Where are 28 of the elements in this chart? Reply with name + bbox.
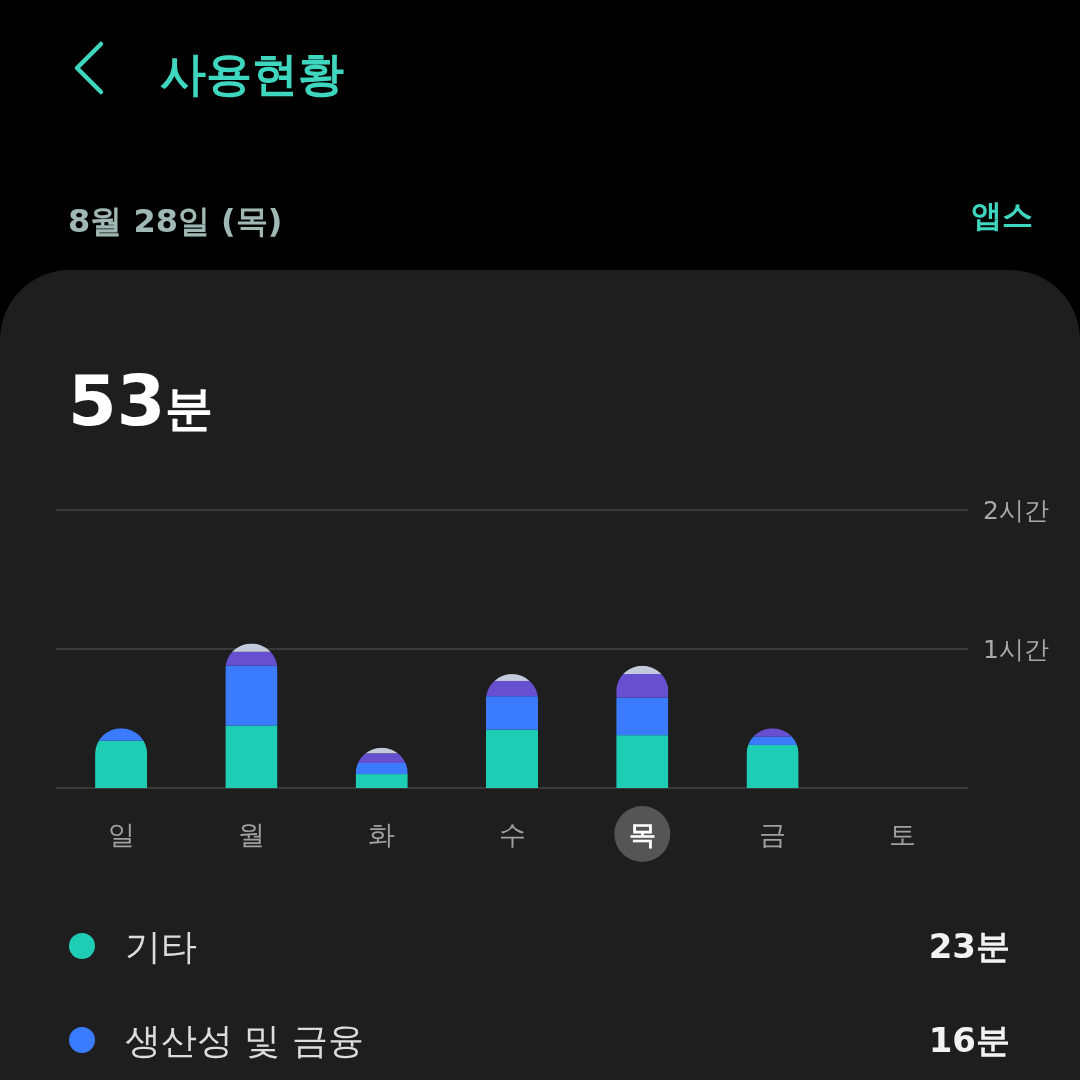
- bar: [746, 744, 799, 788]
- bar: [355, 774, 408, 788]
- y-tick-label: 2시간: [983, 495, 1049, 525]
- x-tick-label: 수: [498, 818, 526, 850]
- bar: [616, 674, 669, 698]
- bar: [225, 665, 278, 726]
- text: 53분: [68, 360, 214, 442]
- text: 16분: [928, 1020, 1010, 1060]
- bar: [95, 740, 148, 788]
- text: 앱스: [971, 197, 1033, 233]
- bar: [355, 762, 408, 775]
- bar: [225, 725, 278, 788]
- x-tick-label: 월: [237, 818, 265, 850]
- x-tick-label: 화: [368, 818, 396, 850]
- bar: [485, 729, 539, 788]
- y-tick-label: 1시간: [983, 634, 1049, 664]
- chart-subtitle: 8월 28일 (목): [68, 202, 283, 240]
- text: 23분: [928, 926, 1010, 966]
- legend-label: 기타: [125, 925, 197, 967]
- chart-title: 사용현황: [160, 47, 344, 101]
- x-tick-label: 일: [107, 818, 135, 850]
- bar: [616, 697, 669, 736]
- x-tick-label: 금: [759, 818, 787, 850]
- legend-label: 생산성 및 금융: [125, 1019, 364, 1061]
- bar: [616, 735, 669, 788]
- x-tick-label: 토: [889, 818, 917, 850]
- x-tick-label: 목: [628, 818, 656, 850]
- bar: [485, 696, 539, 730]
